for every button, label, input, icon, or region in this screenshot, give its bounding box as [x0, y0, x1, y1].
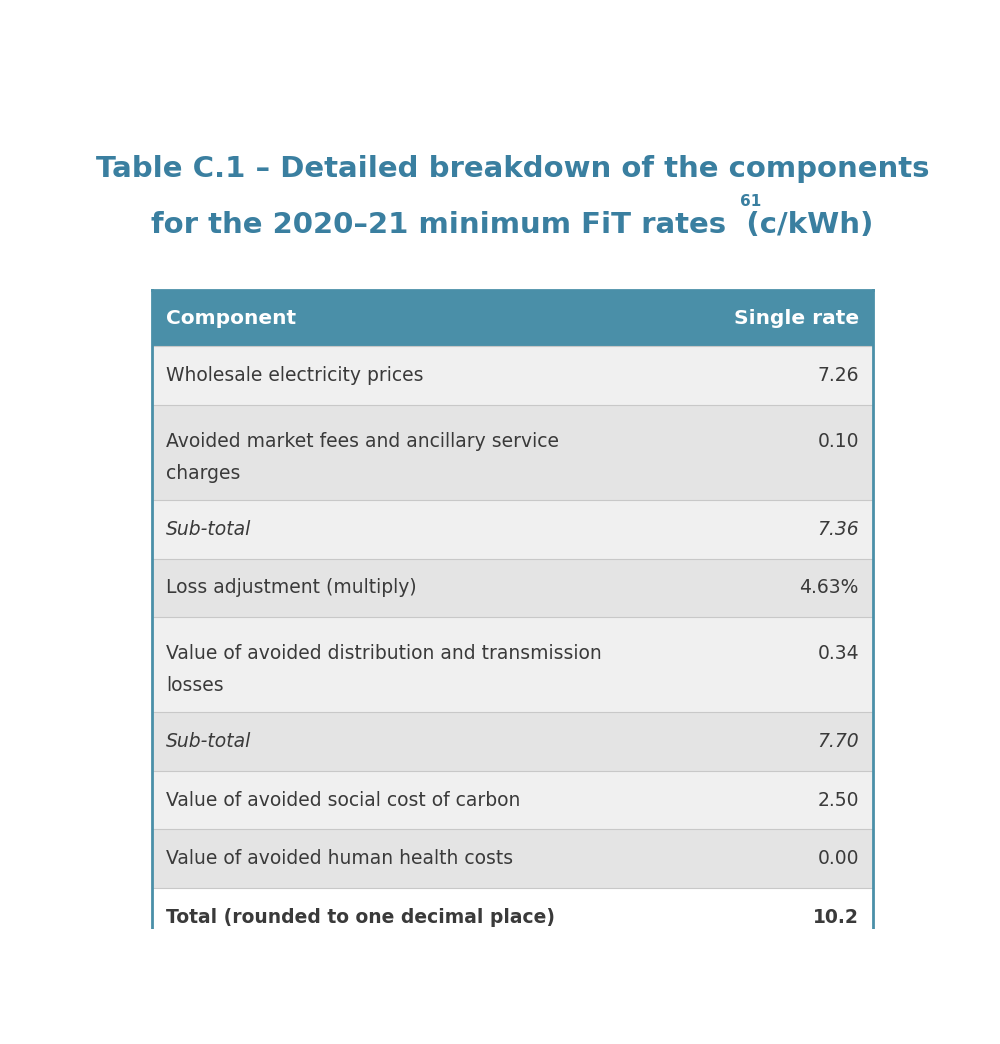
- Text: Avoided market fees and ancillary service: Avoided market fees and ancillary servic…: [166, 431, 559, 451]
- Text: for the 2020–21 minimum FiT rates  (c/kWh): for the 2020–21 minimum FiT rates (c/kWh…: [151, 211, 874, 239]
- Bar: [152, 830, 873, 888]
- Text: Component: Component: [166, 309, 296, 328]
- Bar: [152, 888, 873, 947]
- Text: Wholesale electricity prices: Wholesale electricity prices: [166, 366, 424, 385]
- Text: Table C.1 – Detailed breakdown of the components: Table C.1 – Detailed breakdown of the co…: [96, 156, 929, 184]
- Bar: [152, 347, 873, 405]
- Text: 0.34: 0.34: [817, 644, 859, 663]
- Bar: [152, 712, 873, 770]
- Text: Single rate: Single rate: [734, 309, 859, 328]
- Text: 0.00: 0.00: [817, 850, 859, 869]
- Text: 0.10: 0.10: [817, 431, 859, 451]
- Text: Sub-total: Sub-total: [166, 732, 251, 751]
- Text: charges: charges: [166, 464, 240, 482]
- Bar: [152, 405, 873, 500]
- Bar: [152, 770, 873, 830]
- Bar: [152, 500, 873, 559]
- Bar: [152, 290, 873, 347]
- Text: 7.26: 7.26: [817, 366, 859, 385]
- Text: Value of avoided distribution and transmission: Value of avoided distribution and transm…: [166, 644, 602, 663]
- Text: 2.50: 2.50: [817, 790, 859, 810]
- Text: 4.63%: 4.63%: [800, 578, 859, 597]
- Text: 10.2: 10.2: [813, 908, 859, 927]
- Text: Sub-total: Sub-total: [166, 520, 251, 539]
- Bar: [152, 559, 873, 617]
- Text: losses: losses: [166, 677, 224, 695]
- Text: Value of avoided human health costs: Value of avoided human health costs: [166, 850, 513, 869]
- Text: Value of avoided social cost of carbon: Value of avoided social cost of carbon: [166, 790, 520, 810]
- Text: 61: 61: [740, 194, 761, 209]
- Text: 7.36: 7.36: [817, 520, 859, 539]
- Bar: [152, 617, 873, 712]
- Text: Total (rounded to one decimal place): Total (rounded to one decimal place): [166, 908, 555, 927]
- Text: 7.70: 7.70: [817, 732, 859, 751]
- Text: Loss adjustment (multiply): Loss adjustment (multiply): [166, 578, 417, 597]
